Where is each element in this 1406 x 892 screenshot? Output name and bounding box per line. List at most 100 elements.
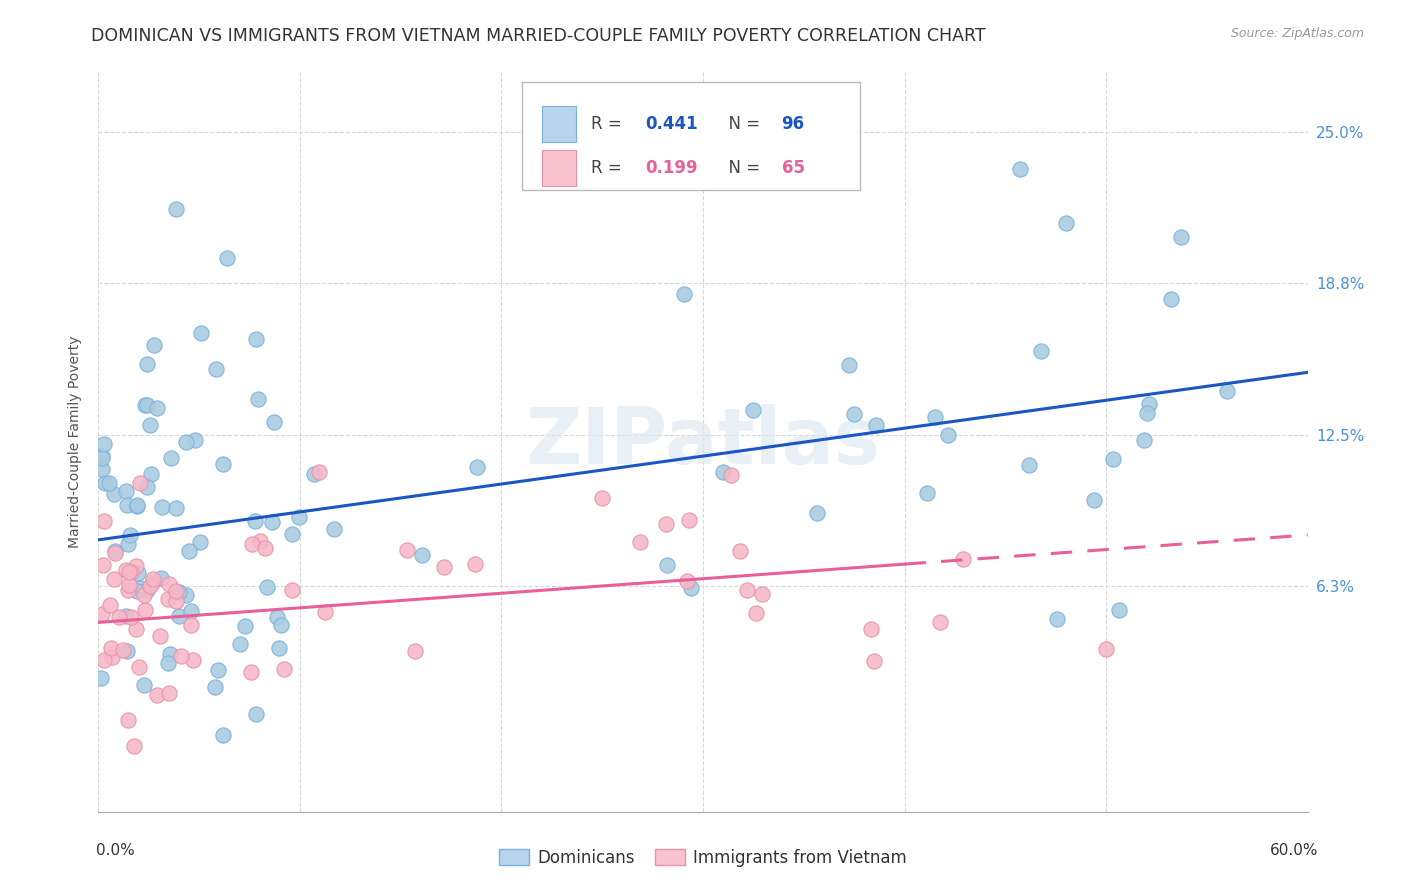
Dominicans: [411, 549, 433, 563]
Dominicans: [243, 514, 266, 528]
Dominicans: [132, 678, 155, 692]
Dominicans: [1160, 292, 1182, 306]
Immigrants from Vietnam: [93, 514, 115, 528]
Dominicans: [247, 392, 270, 407]
Immigrants from Vietnam: [1094, 642, 1116, 657]
Dominicans: [136, 357, 159, 371]
Immigrants from Vietnam: [676, 574, 699, 589]
Immigrants from Vietnam: [125, 622, 148, 636]
Dominicans: [467, 459, 489, 474]
Dominicans: [103, 487, 125, 501]
Immigrants from Vietnam: [134, 603, 156, 617]
Immigrants from Vietnam: [93, 653, 115, 667]
Dominicans: [90, 462, 112, 476]
Dominicans: [159, 648, 181, 662]
Dominicans: [245, 706, 267, 721]
Immigrants from Vietnam: [132, 588, 155, 602]
Immigrants from Vietnam: [91, 558, 114, 572]
Dominicans: [97, 476, 120, 491]
Immigrants from Vietnam: [128, 660, 150, 674]
Text: 0.0%: 0.0%: [96, 843, 135, 858]
Immigrants from Vietnam: [751, 587, 773, 601]
Immigrants from Vietnam: [107, 609, 129, 624]
Immigrants from Vietnam: [157, 577, 180, 591]
Text: N =: N =: [717, 159, 765, 178]
Dominicans: [270, 618, 292, 632]
Dominicans: [167, 585, 190, 599]
Immigrants from Vietnam: [120, 566, 142, 580]
Dominicans: [1031, 344, 1053, 359]
Immigrants from Vietnam: [314, 606, 336, 620]
Immigrants from Vietnam: [117, 582, 139, 597]
Dominicans: [184, 433, 207, 447]
Dominicans: [657, 558, 679, 572]
Dominicans: [165, 202, 187, 217]
Dominicans: [1046, 612, 1069, 626]
Dominicans: [165, 500, 187, 515]
Dominicans: [115, 483, 138, 498]
Immigrants from Vietnam: [308, 466, 330, 480]
Dominicans: [838, 358, 860, 372]
Immigrants from Vietnam: [628, 535, 651, 549]
Immigrants from Vietnam: [591, 491, 613, 505]
Dominicans: [217, 251, 239, 265]
Dominicans: [93, 476, 115, 491]
Dominicans: [260, 516, 283, 530]
Dominicans: [127, 566, 149, 581]
Dominicans: [1136, 406, 1159, 420]
Y-axis label: Married-Couple Family Poverty: Married-Couple Family Poverty: [69, 335, 83, 548]
Immigrants from Vietnam: [720, 467, 742, 482]
FancyBboxPatch shape: [543, 106, 576, 142]
Dominicans: [115, 608, 138, 623]
Dominicans: [180, 604, 202, 618]
Dominicans: [156, 656, 179, 670]
Immigrants from Vietnam: [115, 563, 138, 577]
Dominicans: [256, 580, 278, 594]
FancyBboxPatch shape: [522, 82, 860, 190]
Text: ZIPatlas: ZIPatlas: [526, 403, 880, 480]
Dominicans: [139, 467, 162, 481]
Immigrants from Vietnam: [149, 629, 172, 643]
Immigrants from Vietnam: [862, 655, 884, 669]
Dominicans: [1133, 433, 1156, 447]
Immigrants from Vietnam: [118, 565, 141, 579]
Dominicans: [1137, 396, 1160, 410]
Text: 65: 65: [782, 159, 804, 178]
Dominicans: [146, 401, 169, 415]
Text: N =: N =: [717, 115, 765, 133]
Immigrants from Vietnam: [120, 609, 142, 624]
Dominicans: [104, 544, 127, 558]
Dominicans: [135, 480, 157, 494]
Dominicans: [1170, 229, 1192, 244]
Dominicans: [924, 410, 946, 425]
Immigrants from Vietnam: [157, 686, 180, 700]
Dominicans: [267, 640, 290, 655]
Immigrants from Vietnam: [404, 644, 426, 658]
Text: 0.441: 0.441: [645, 115, 697, 133]
Dominicans: [150, 500, 173, 515]
Immigrants from Vietnam: [463, 557, 485, 571]
Legend: Dominicans, Immigrants from Vietnam: Dominicans, Immigrants from Vietnam: [492, 842, 914, 874]
Dominicans: [711, 465, 734, 479]
Immigrants from Vietnam: [91, 607, 114, 622]
Dominicans: [281, 526, 304, 541]
Text: R =: R =: [591, 159, 627, 178]
Immigrants from Vietnam: [128, 476, 150, 491]
Dominicans: [117, 537, 139, 551]
Dominicans: [842, 407, 865, 421]
Text: 60.0%: 60.0%: [1271, 843, 1319, 858]
Dominicans: [177, 544, 200, 558]
Immigrants from Vietnam: [165, 594, 187, 608]
Immigrants from Vietnam: [181, 653, 204, 667]
Dominicans: [1054, 216, 1077, 230]
Dominicans: [125, 498, 148, 512]
Immigrants from Vietnam: [166, 584, 188, 599]
Dominicans: [143, 338, 166, 352]
Immigrants from Vietnam: [249, 534, 271, 549]
Immigrants from Vietnam: [928, 615, 950, 630]
Dominicans: [1101, 452, 1123, 467]
Immigrants from Vietnam: [117, 578, 139, 592]
Dominicans: [125, 500, 148, 514]
Dominicans: [1010, 161, 1032, 176]
Immigrants from Vietnam: [103, 572, 125, 586]
